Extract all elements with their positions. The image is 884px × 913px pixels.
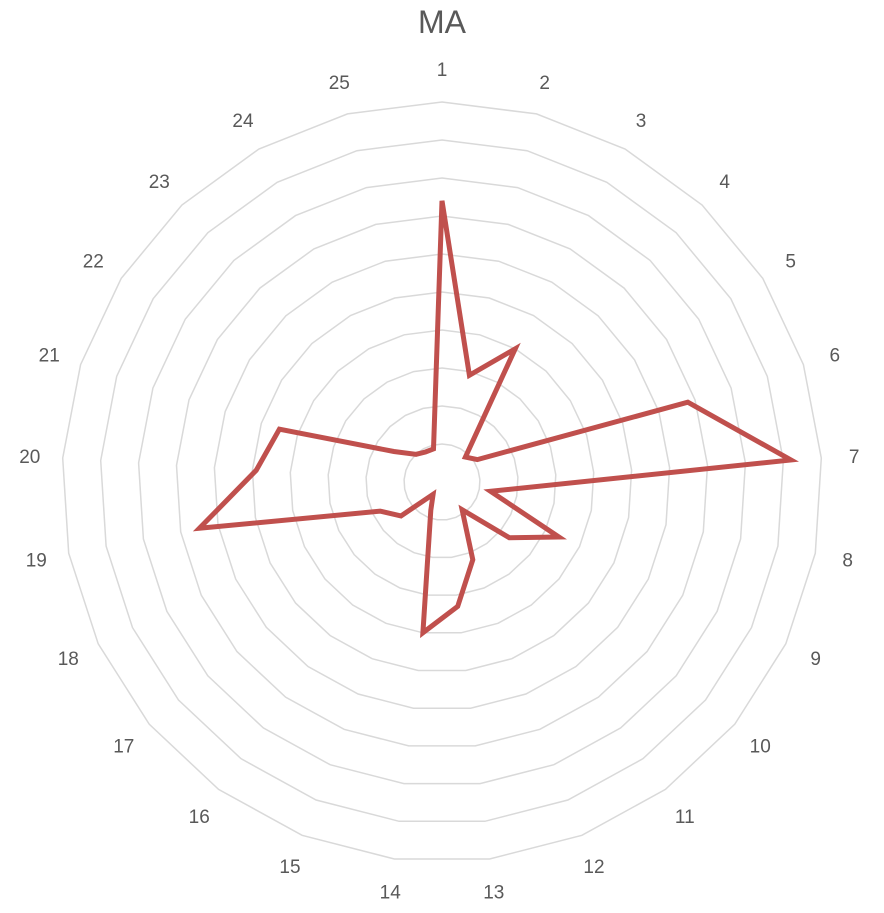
grid-ring-9 [99, 139, 785, 823]
category-label-6: 6 [830, 345, 841, 366]
category-label-4: 4 [719, 172, 730, 193]
category-label-20: 20 [19, 447, 40, 468]
series-layer [192, 200, 799, 639]
category-label-12: 12 [583, 857, 604, 878]
category-label-15: 15 [279, 857, 300, 878]
category-label-16: 16 [189, 807, 210, 828]
category-label-17: 17 [113, 736, 134, 757]
category-label-24: 24 [232, 111, 254, 132]
category-label-10: 10 [750, 736, 771, 757]
grid-ring-1 [403, 443, 481, 521]
category-labels: 1234567891011121314151617181920212223242… [19, 60, 859, 904]
category-label-9: 9 [810, 649, 821, 670]
category-label-23: 23 [149, 172, 170, 193]
category-label-11: 11 [675, 807, 695, 828]
category-label-25: 25 [329, 73, 350, 94]
category-label-8: 8 [842, 550, 853, 571]
grid-ring-6 [213, 253, 671, 709]
category-label-19: 19 [26, 550, 47, 571]
grid-ring-7 [175, 215, 709, 747]
grid-ring-8 [137, 177, 747, 785]
chart-title: MA [418, 4, 466, 40]
category-label-13: 13 [483, 883, 504, 904]
grid-layer [61, 101, 823, 860]
grid-ring-4 [289, 329, 595, 634]
category-label-1: 1 [437, 60, 448, 81]
category-label-5: 5 [785, 252, 796, 273]
category-label-22: 22 [83, 252, 104, 273]
grid-ring-5 [251, 291, 633, 672]
category-label-7: 7 [849, 447, 860, 468]
category-label-18: 18 [58, 649, 79, 670]
grid-ring-3 [327, 367, 557, 596]
category-label-2: 2 [539, 73, 550, 94]
category-label-21: 21 [39, 345, 60, 366]
grid-ring-2 [365, 405, 519, 559]
grid-ring-10 [61, 101, 823, 860]
series-line-1 [192, 200, 799, 639]
category-label-14: 14 [380, 883, 402, 904]
category-label-3: 3 [636, 111, 647, 132]
